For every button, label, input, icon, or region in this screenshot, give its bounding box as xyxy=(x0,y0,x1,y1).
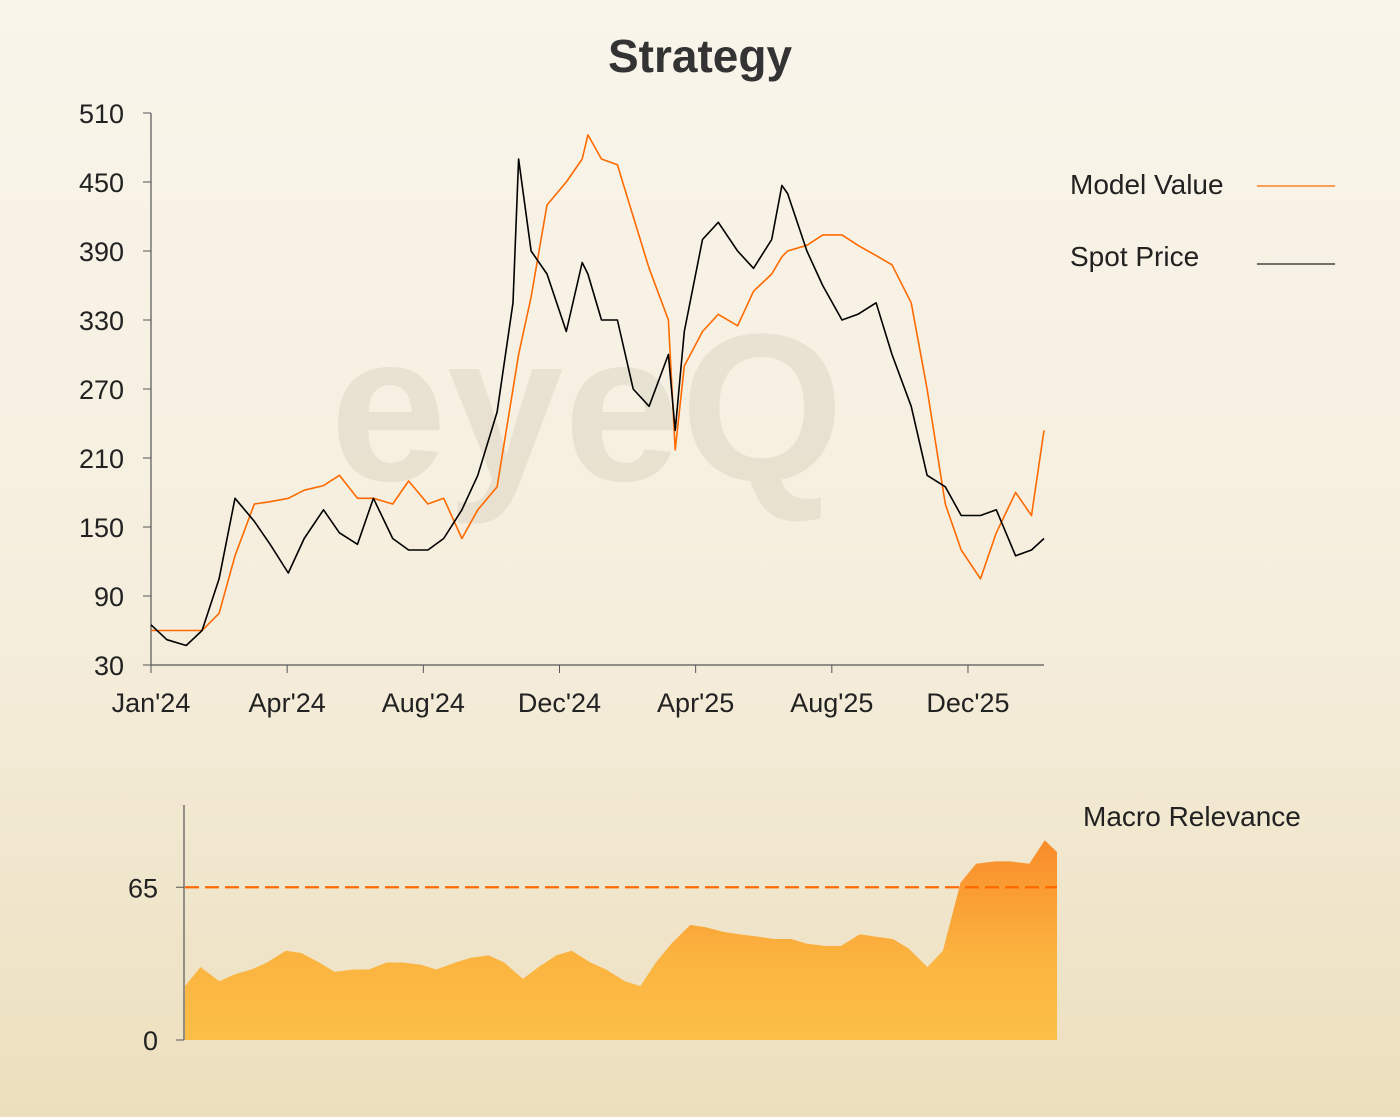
x-tick-label: Dec'25 xyxy=(926,688,1009,718)
y-tick-label: 90 xyxy=(94,582,124,612)
series-line-spot-price xyxy=(150,158,1045,647)
macro-y-tick-label: 65 xyxy=(128,873,158,903)
legend-label-model-value: Model Value xyxy=(1070,169,1224,200)
x-tick-label: Apr'25 xyxy=(657,688,734,718)
y-tick-label: 330 xyxy=(79,306,124,336)
y-tick-label: 390 xyxy=(79,237,124,267)
y-tick-label: 30 xyxy=(94,651,124,681)
x-tick-label: Aug'24 xyxy=(382,688,465,718)
y-tick-label: 210 xyxy=(79,444,124,474)
y-tick-label: 450 xyxy=(79,168,124,198)
macro-relevance-area xyxy=(185,840,1057,1040)
macro-relevance-label: Macro Relevance xyxy=(1083,801,1301,832)
chart-title: Strategy xyxy=(608,30,792,82)
watermark-logo: eyeQ xyxy=(330,290,844,525)
legend-label-spot-price: Spot Price xyxy=(1070,241,1199,272)
series-line-model-value xyxy=(151,134,1045,632)
legend: Model Value Spot Price xyxy=(1070,169,1335,272)
x-tick-label: Jan'24 xyxy=(112,688,191,718)
svg-text:eyeQ: eyeQ xyxy=(330,290,844,525)
macro-y-tick-label: 0 xyxy=(143,1026,158,1056)
y-tick-label: 510 xyxy=(79,99,124,129)
x-tick-label: Aug'25 xyxy=(790,688,873,718)
y-tick-label: 150 xyxy=(79,513,124,543)
y-tick-label: 270 xyxy=(79,375,124,405)
x-tick-label: Dec'24 xyxy=(518,688,601,718)
x-tick-label: Apr'24 xyxy=(249,688,326,718)
